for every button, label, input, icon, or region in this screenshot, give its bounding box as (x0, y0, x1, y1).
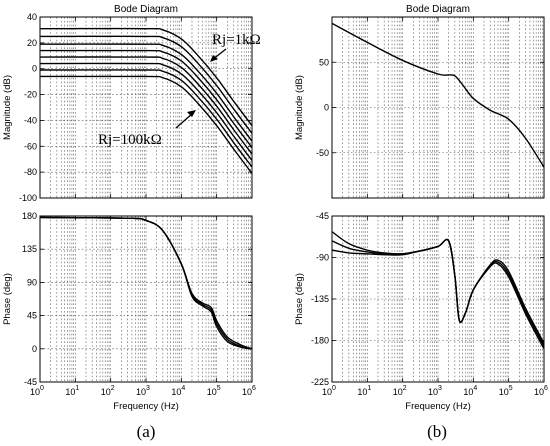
series-line-0 (332, 22, 544, 168)
y-tick-label: 135 (22, 244, 37, 254)
y-tick-label: -90 (316, 253, 329, 263)
x-tick-label: 104 (463, 385, 477, 397)
x-tick-label: 106 (242, 385, 256, 397)
y-tick-label: -225 (311, 377, 329, 387)
y-tick-label: 0 (32, 64, 37, 74)
series-line-1 (40, 216, 252, 350)
b-mag-panel: -50 0 50 Bode Diagram Magnitude (dB) (294, 4, 545, 199)
x-tick-label: 105 (499, 385, 513, 397)
b-mag-title: Bode Diagram (406, 4, 470, 15)
b-ph-panel: -225 -180 -135 -90 -45 100 101 102 103 104 105 106 P… (294, 211, 548, 412)
x-tick-label: 101 (357, 385, 371, 397)
x-tick-label: 103 (428, 385, 442, 397)
arrow-head-icon (210, 55, 218, 62)
caption-a: (a) (137, 422, 156, 441)
x-tick-label: 103 (136, 385, 150, 397)
b-ph-grid (332, 216, 544, 382)
a-mag-ylabel: Magnitude (dB) (2, 75, 13, 140)
x-tick-label: 102 (101, 385, 115, 397)
x-tick-label: 100 (30, 385, 44, 397)
x-tick-label: 100 (322, 385, 336, 397)
b-ph-xlabel: Frequency (Hz) (405, 401, 470, 412)
series-line-4 (40, 56, 252, 155)
a-ph-panel: -45 0 45 90 135 180 100 101 102 103 104 105 106 Phase… (2, 211, 256, 412)
annotation-rj-100k: Rj=100kΩ (98, 132, 162, 148)
y-tick-label: -45 (24, 377, 37, 387)
x-tick-label: 102 (393, 385, 407, 397)
x-tick-label: 104 (171, 385, 185, 397)
b-mag-grid (332, 17, 544, 198)
y-tick-label: -45 (316, 211, 329, 221)
a-ph-ylabel: Phase (deg) (2, 273, 13, 325)
series-line-2 (332, 238, 544, 350)
caption-b: (b) (427, 422, 447, 441)
y-tick-label: 50 (319, 57, 329, 67)
b-ph-ylabel: Phase (deg) (294, 273, 305, 325)
y-tick-label: 0 (324, 103, 329, 113)
y-tick-label: -50 (316, 148, 329, 158)
annotation-arrow-100k (175, 112, 194, 129)
y-tick-label: -100 (19, 193, 37, 203)
y-tick-label: -40 (24, 115, 37, 125)
x-tick-label: 106 (534, 385, 548, 397)
y-tick-label: 40 (27, 12, 37, 22)
a-mag-grid (40, 17, 252, 198)
arrow-head-icon (187, 110, 196, 117)
series-line-3 (40, 49, 252, 149)
y-tick-label: 45 (27, 311, 37, 321)
series-line-5 (40, 62, 252, 161)
y-tick-label: 90 (27, 277, 37, 287)
series-line-2 (40, 216, 252, 350)
x-tick-label: 101 (65, 385, 79, 397)
y-tick-label: -80 (24, 167, 37, 177)
y-tick-label: 180 (22, 211, 37, 221)
a-mag-panel: -100 -80 -60 -40 -20 0 20 40 Bode Diagram Magnitu… (2, 4, 261, 203)
y-tick-label: -20 (24, 90, 37, 100)
a-mag-title: Bode Diagram (114, 4, 178, 15)
y-tick-label: 20 (27, 38, 37, 48)
y-tick-label: 0 (32, 344, 37, 354)
y-tick-label: -135 (311, 294, 329, 304)
series-line-0 (40, 27, 252, 127)
series-line-1 (40, 35, 252, 134)
x-tick-label: 105 (207, 385, 221, 397)
a-ph-grid (40, 216, 252, 382)
y-tick-label: -180 (311, 336, 329, 346)
series-line-6 (40, 69, 252, 168)
a-ph-xlabel: Frequency (Hz) (113, 401, 178, 412)
annotation-rj-1k: Rj=1kΩ (212, 32, 261, 48)
b-mag-ylabel: Magnitude (dB) (294, 75, 305, 140)
series-line-2 (40, 43, 252, 142)
series-line-7 (40, 75, 252, 174)
y-tick-label: -60 (24, 141, 37, 151)
